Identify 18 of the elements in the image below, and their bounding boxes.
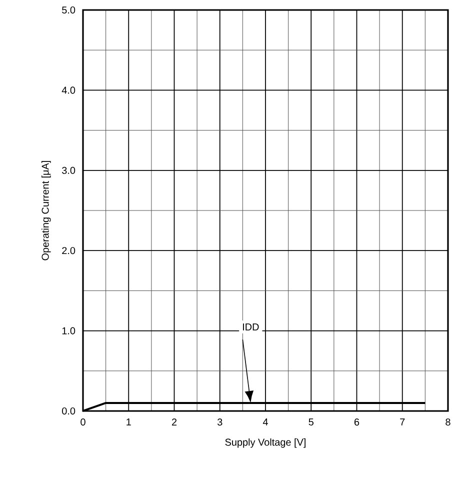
y-tick-label: 0.0 <box>62 407 76 415</box>
y-tick-label: 4.0 <box>62 86 76 94</box>
x-tick-label: 4 <box>262 418 268 426</box>
y-tick-label: 1.0 <box>62 327 76 334</box>
x-tick-label: 0 <box>80 418 86 426</box>
x-tick-label: 5 <box>308 418 314 426</box>
x-tick-label: 2 <box>172 418 177 426</box>
y-tick-label: 2.0 <box>62 247 76 254</box>
x-tick-label: 3 <box>217 418 222 426</box>
y-axis-title: Operating Current [μA] <box>42 161 51 260</box>
x-axis-title: Supply Voltage [V] <box>225 438 306 448</box>
y-tick-label: 3.0 <box>62 166 76 174</box>
x-tick-label: 1 <box>126 418 131 426</box>
x-tick-label: 8 <box>446 418 450 426</box>
text: IDD <box>243 324 259 330</box>
y-tick-label: 5.0 <box>62 6 76 14</box>
x-tick-label: 6 <box>354 418 360 426</box>
x-tick-label: 7 <box>400 418 405 426</box>
